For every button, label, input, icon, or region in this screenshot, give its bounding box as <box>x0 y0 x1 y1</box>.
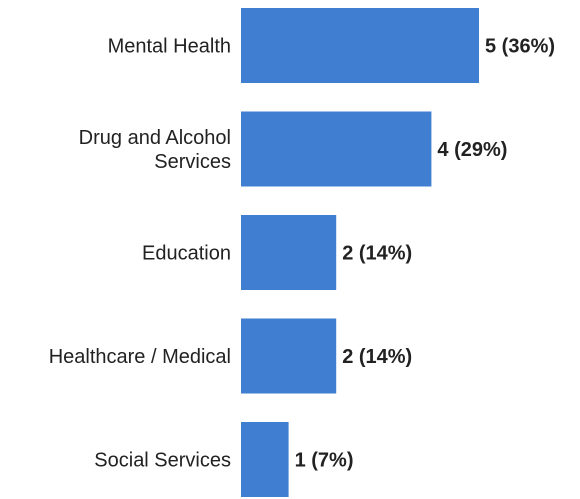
bar-4 <box>241 422 289 497</box>
category-label-1: Drug and Alcohol Services <box>79 127 231 173</box>
bars-layer: Mental Health 5 (36%) Drug and Alcohol Serv… <box>49 8 555 497</box>
value-label-0: 5 (36%) <box>485 36 555 58</box>
value-label-1: 4 (29%) <box>437 139 507 161</box>
category-label-2: Education <box>142 243 231 265</box>
category-label-4: Social Services <box>94 450 231 472</box>
value-label-3: 2 (14%) <box>342 346 412 368</box>
category-label-3: Healthcare / Medical <box>49 346 231 368</box>
bar-0 <box>241 8 479 83</box>
bar-2 <box>241 215 337 290</box>
category-label-0: Mental Health <box>108 36 231 58</box>
value-label-4: 1 (7%) <box>295 450 354 472</box>
value-label-2: 2 (14%) <box>342 243 412 265</box>
bar-3 <box>241 318 337 394</box>
bar-1 <box>241 111 432 187</box>
